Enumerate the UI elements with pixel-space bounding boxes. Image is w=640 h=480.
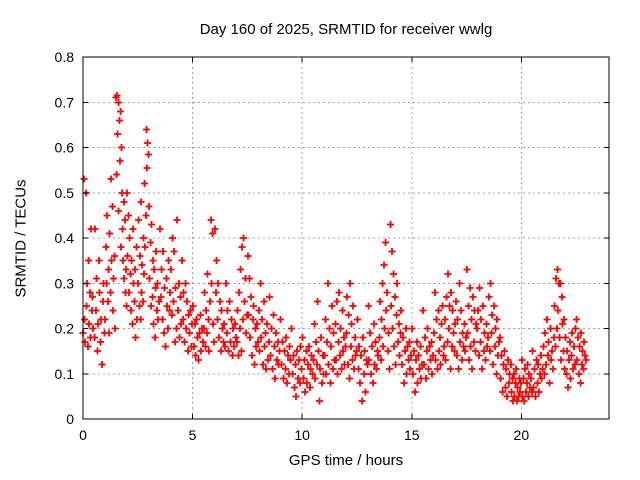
y-tick-label: 0.6 (55, 140, 75, 156)
y-tick-label: 0 (66, 411, 74, 427)
y-tick-label: 0.1 (55, 366, 75, 382)
x-tick-label: 0 (79, 427, 87, 443)
x-tick-label: 5 (189, 427, 197, 443)
y-tick-label: 0.4 (55, 230, 75, 246)
y-tick-label: 0.8 (55, 49, 75, 65)
y-tick-label: 0.3 (55, 275, 75, 291)
x-tick-label: 20 (514, 427, 530, 443)
y-tick-label: 0.2 (55, 321, 75, 337)
y-tick-label: 0.5 (55, 185, 75, 201)
chart-title: Day 160 of 2025, SRMTID for receiver wwl… (199, 21, 493, 38)
scatter-points (79, 92, 590, 405)
x-tick-label: 15 (404, 427, 420, 443)
x-axis-title: GPS time / hours (288, 452, 404, 469)
x-tick-label: 10 (294, 427, 310, 443)
y-tick-label: 0.7 (55, 94, 75, 110)
